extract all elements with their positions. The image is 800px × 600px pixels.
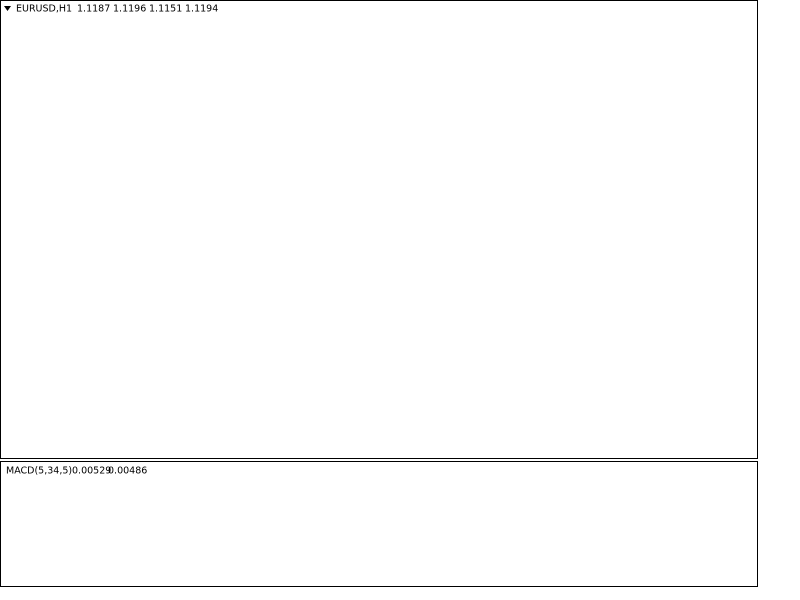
macd-frame (0, 461, 758, 587)
ohlc-info: 1.1187 (77, 4, 110, 15)
macd-title: MACD(5,34,5) (6, 466, 72, 477)
symbol-title: EURUSD,H1 (16, 4, 72, 15)
ohlc-info: 1.1194 (185, 4, 218, 15)
menu-arrow (4, 6, 11, 11)
ohlc-info: 1.1196 (113, 4, 146, 15)
macd-info: 0.00486 (108, 466, 147, 477)
main-frame (0, 0, 758, 459)
macd-info: 0.00529 (72, 466, 111, 477)
ohlc-info: 1.1151 (149, 4, 182, 15)
